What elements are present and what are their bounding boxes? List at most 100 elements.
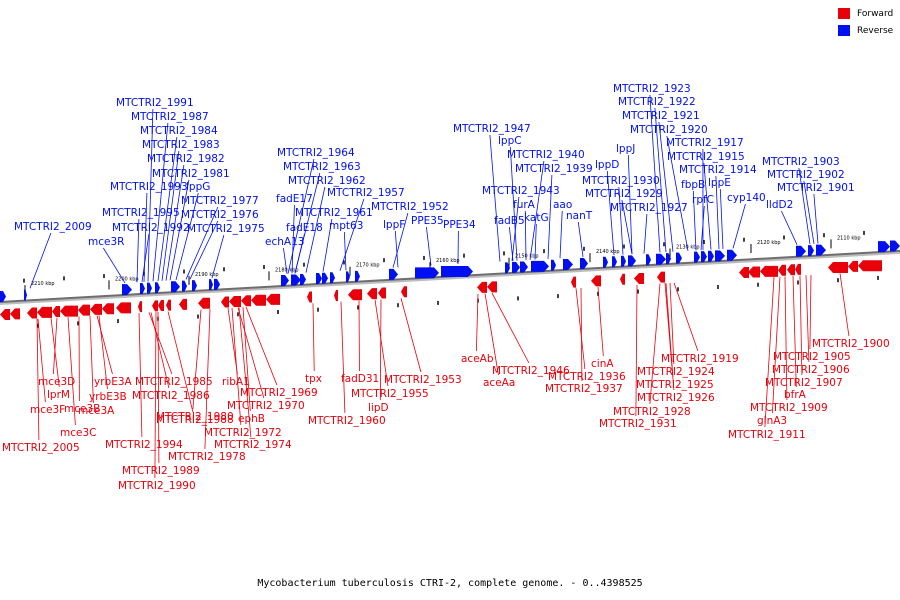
reverse-gene-arrow (531, 260, 549, 272)
legend-forward: Forward (838, 8, 893, 19)
reverse-gene-arrow (708, 250, 714, 262)
forward-gene-arrow (787, 264, 795, 276)
leader-line (703, 162, 712, 250)
leader-line (98, 315, 108, 390)
reverse-gene-label: cyp140 (727, 192, 766, 204)
leader-line (231, 307, 242, 426)
leader-line (67, 317, 76, 426)
forward-gene-arrow (152, 300, 158, 312)
forward-gene-arrow (241, 295, 251, 307)
leader-line (245, 306, 278, 386)
reverse-gene-arrow (214, 278, 220, 290)
reverse-gene-arrow (646, 254, 651, 266)
forward-gene-arrow (198, 297, 210, 309)
leader-line (36, 318, 40, 441)
leader-line (89, 315, 94, 404)
forward-gene-label: lipD (368, 402, 389, 414)
leader-line (96, 315, 113, 375)
forward-gene-arrow (266, 293, 280, 305)
forward-gene-label: yrbE3A (94, 376, 133, 388)
forward-gene-arrow (739, 267, 749, 279)
leader-line (700, 205, 705, 251)
leader-line (580, 287, 583, 382)
forward-gene-arrow (166, 299, 171, 311)
leader-line (175, 192, 199, 281)
reverse-gene-label: MTCTRI2_1963 (283, 161, 361, 173)
reverse-gene-arrow (816, 244, 826, 256)
leader-line (312, 303, 315, 372)
leader-line (103, 247, 126, 284)
reverse-gene-arrow (322, 272, 328, 284)
leader-line (489, 134, 501, 262)
forward-gene-arrow (657, 271, 665, 283)
leader-line (805, 275, 810, 363)
forward-gene-label: cinA (591, 358, 614, 370)
forward-gene-arrow (571, 276, 576, 288)
reverse-gene-label: fadE17 (276, 193, 313, 205)
forward-gene-label: MTCTRI2_1925 (636, 379, 714, 391)
forward-gene-label: MTCTRI2_1919 (661, 353, 739, 365)
forward-gene-label: MTCTRI2_1985 (135, 376, 213, 388)
reverse-gene-label: MTCTRI2_1940 (507, 149, 585, 161)
tick-label: 2120 kbp (757, 240, 781, 246)
leader-line (294, 233, 305, 274)
reverse-gene-label: lppD (595, 159, 619, 171)
forward-gene-arrow (307, 291, 312, 303)
forward-gene-arrow (401, 286, 407, 298)
leader-line (606, 170, 615, 256)
reverse-gene-label: MTCTRI2_1962 (288, 175, 366, 187)
leader-line (392, 212, 409, 268)
forward-gene-arrow (748, 266, 760, 278)
reverse-gene-label: fadE18 (286, 222, 323, 234)
reverse-gene-label: MTCTRI2_2009 (14, 221, 92, 233)
leader-line (654, 107, 667, 253)
leader-line (189, 220, 219, 280)
leader-line (692, 190, 697, 251)
forward-gene-label: MTCTRI2_1900 (812, 338, 890, 350)
reverse-gene-label: lppJ (616, 143, 635, 155)
reverse-gene-arrow (878, 241, 890, 253)
forward-gene-arrow (221, 296, 229, 308)
leader-line (152, 122, 169, 282)
reverse-gene-label: MTCTRI2_1982 (147, 153, 225, 165)
forward-gene-label: MTCTRI2_1905 (773, 351, 851, 363)
tick-label: 2160 kbp (436, 258, 460, 264)
forward-gene-arrow (138, 301, 142, 313)
leader-line (484, 293, 499, 376)
leader-line (211, 234, 225, 279)
leader-line (715, 175, 720, 250)
forward-gene-arrow (858, 260, 882, 272)
forward-gene-label: aceAb (461, 353, 494, 365)
reverse-gene-label: MTCTRI2_1981 (152, 168, 230, 180)
tick-label: 2210 kbp (31, 281, 55, 287)
leader-line (305, 186, 326, 273)
forward-swatch (838, 8, 850, 19)
forward-gene-label: MTCTRI2_1974 (214, 439, 292, 451)
leader-line (649, 283, 661, 405)
reverse-gene-arrow (701, 251, 707, 263)
reverse-gene-arrow (727, 249, 737, 261)
reverse-gene-label: echA13 (265, 236, 304, 248)
leader-line (792, 275, 797, 388)
reverse-gene-label: MTCTRI2_1991 (116, 97, 194, 109)
forward-gene-label: MTCTRI2_1994 (105, 439, 183, 451)
leader-line (339, 198, 365, 271)
reverse-gene-arrow (147, 282, 152, 294)
reverse-gene-label: MTCTRI2_1915 (667, 151, 745, 163)
forward-gene-label: MTCTRI2_1988 (156, 414, 234, 426)
forward-gene-arrow (158, 300, 164, 312)
legend-reverse-label: Reverse (857, 25, 894, 36)
forward-gene-arrow (828, 261, 848, 273)
reverse-gene-arrow (330, 272, 335, 284)
forward-gene-label: tpx (305, 373, 322, 385)
reverse-gene-label: MTCTRI2_1975 (187, 223, 265, 235)
leader-line (669, 282, 675, 365)
leader-line (475, 293, 479, 352)
forward-gene-arrow (37, 306, 52, 318)
reverse-gene-arrow (346, 271, 350, 283)
leader-line (394, 230, 399, 268)
reverse-gene-arrow (209, 279, 213, 291)
leader-line (618, 186, 624, 255)
reverse-gene-arrow (563, 259, 573, 271)
leader-line (379, 299, 382, 401)
